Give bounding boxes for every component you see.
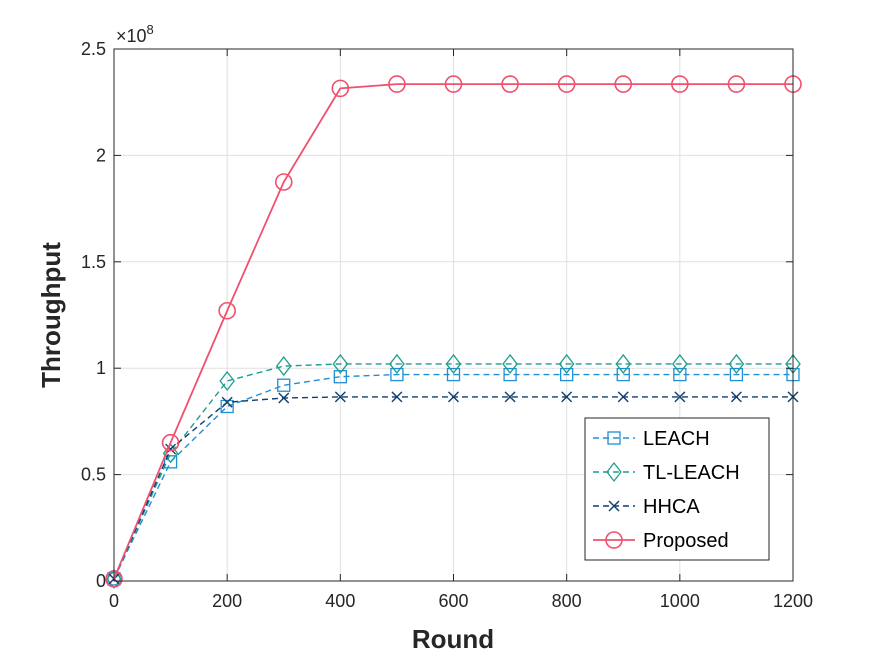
- data-point-hhca: [448, 391, 459, 403]
- series-line-leach: [113, 373, 793, 580]
- y-exponent-power: 8: [147, 22, 154, 37]
- data-point-proposed: [388, 75, 406, 93]
- y-exponent-label: ×108: [116, 22, 154, 46]
- series-hhca: [108, 391, 799, 585]
- data-point-proposed: [727, 75, 746, 93]
- legend-item-leach: LEACH: [593, 428, 710, 450]
- legend-label: HHCA: [643, 496, 700, 518]
- data-point-proposed: [614, 75, 633, 93]
- data-point-hhca: [278, 392, 290, 404]
- legend-marker: [606, 461, 622, 483]
- axis-tick-labels: 0 200 400 600 800 1000 1200 0 0.5 1 1.5 2 2.5: [81, 39, 813, 611]
- x-tick-label: 200: [212, 591, 242, 611]
- data-point-tl-leach: [162, 443, 179, 464]
- data-point-proposed: [274, 173, 293, 191]
- data-point-tl-leach: [389, 353, 405, 375]
- legend-marker: [608, 500, 620, 512]
- data-point-hhca: [391, 391, 403, 403]
- data-point-hhca: [617, 391, 629, 403]
- data-point-tl-leach: [445, 353, 462, 375]
- legend: LEACH TL-LEACH HHCA Proposed: [584, 417, 770, 561]
- legend-label: Proposed: [643, 530, 729, 552]
- series-leach: [107, 367, 800, 586]
- data-point-leach: [277, 378, 291, 392]
- series-line-proposed: [113, 83, 793, 580]
- data-point-leach: [503, 367, 517, 382]
- data-point-proposed: [557, 75, 576, 93]
- x-tick-label: 1200: [773, 591, 813, 611]
- legend-label: LEACH: [643, 428, 710, 450]
- x-tick-label: 600: [438, 591, 468, 611]
- y-tick-label: 2.5: [81, 39, 106, 59]
- y-axis-title: Throughput: [36, 242, 66, 388]
- x-axis-title: Round: [412, 624, 494, 654]
- x-tick-label: 400: [325, 591, 355, 611]
- y-exponent-base: ×10: [116, 26, 147, 46]
- x-tick-label: 800: [552, 591, 582, 611]
- data-point-tl-leach: [106, 568, 122, 589]
- y-tick-label: 0: [96, 571, 106, 591]
- y-tick-label: 2: [96, 145, 106, 165]
- series-layer: [105, 75, 802, 589]
- legend-label: TL-LEACH: [643, 462, 740, 484]
- legend-marker: [607, 431, 621, 445]
- data-point-proposed: [331, 79, 350, 98]
- data-point-tl-leach: [728, 353, 745, 375]
- data-point-hhca: [334, 391, 346, 403]
- axis-ticks: [113, 48, 794, 582]
- data-point-hhca: [221, 396, 233, 408]
- data-point-leach: [390, 367, 404, 382]
- series-tl-leach: [106, 353, 801, 589]
- data-point-leach: [333, 370, 347, 384]
- x-tick-label: 0: [109, 591, 119, 611]
- y-tick-label: 0.5: [81, 465, 106, 485]
- x-tick-label: 1000: [660, 591, 700, 611]
- y-tick-label: 1: [96, 358, 106, 378]
- data-point-leach: [220, 399, 234, 414]
- legend-box: [584, 417, 770, 561]
- data-point-leach: [560, 367, 574, 382]
- data-point-hhca: [730, 391, 742, 403]
- data-point-tl-leach: [615, 353, 632, 375]
- data-point-proposed: [161, 433, 180, 452]
- data-point-proposed: [218, 301, 236, 320]
- data-point-leach: [446, 367, 461, 382]
- data-point-tl-leach: [672, 353, 688, 375]
- y-tick-label: 1.5: [81, 252, 106, 272]
- data-point-leach: [163, 455, 178, 469]
- data-point-leach: [729, 367, 744, 382]
- data-point-tl-leach: [275, 356, 292, 377]
- data-point-tl-leach: [558, 353, 575, 375]
- data-point-tl-leach: [219, 370, 235, 392]
- data-point-proposed: [671, 75, 689, 93]
- data-point-hhca: [561, 391, 573, 403]
- data-point-hhca: [504, 391, 516, 403]
- data-point-tl-leach: [332, 353, 349, 375]
- data-point-hhca: [674, 391, 686, 403]
- legend-item-tl-leach: TL-LEACH: [593, 461, 740, 484]
- data-point-proposed: [444, 75, 463, 93]
- data-point-leach: [673, 367, 687, 382]
- legend-marker: [605, 531, 623, 549]
- data-point-leach: [616, 367, 630, 382]
- data-point-tl-leach: [502, 353, 518, 375]
- legend-item-proposed: Proposed: [593, 530, 729, 552]
- legend-item-hhca: HHCA: [593, 496, 700, 518]
- series-line-tl-leach: [113, 363, 793, 580]
- data-point-proposed: [501, 75, 519, 93]
